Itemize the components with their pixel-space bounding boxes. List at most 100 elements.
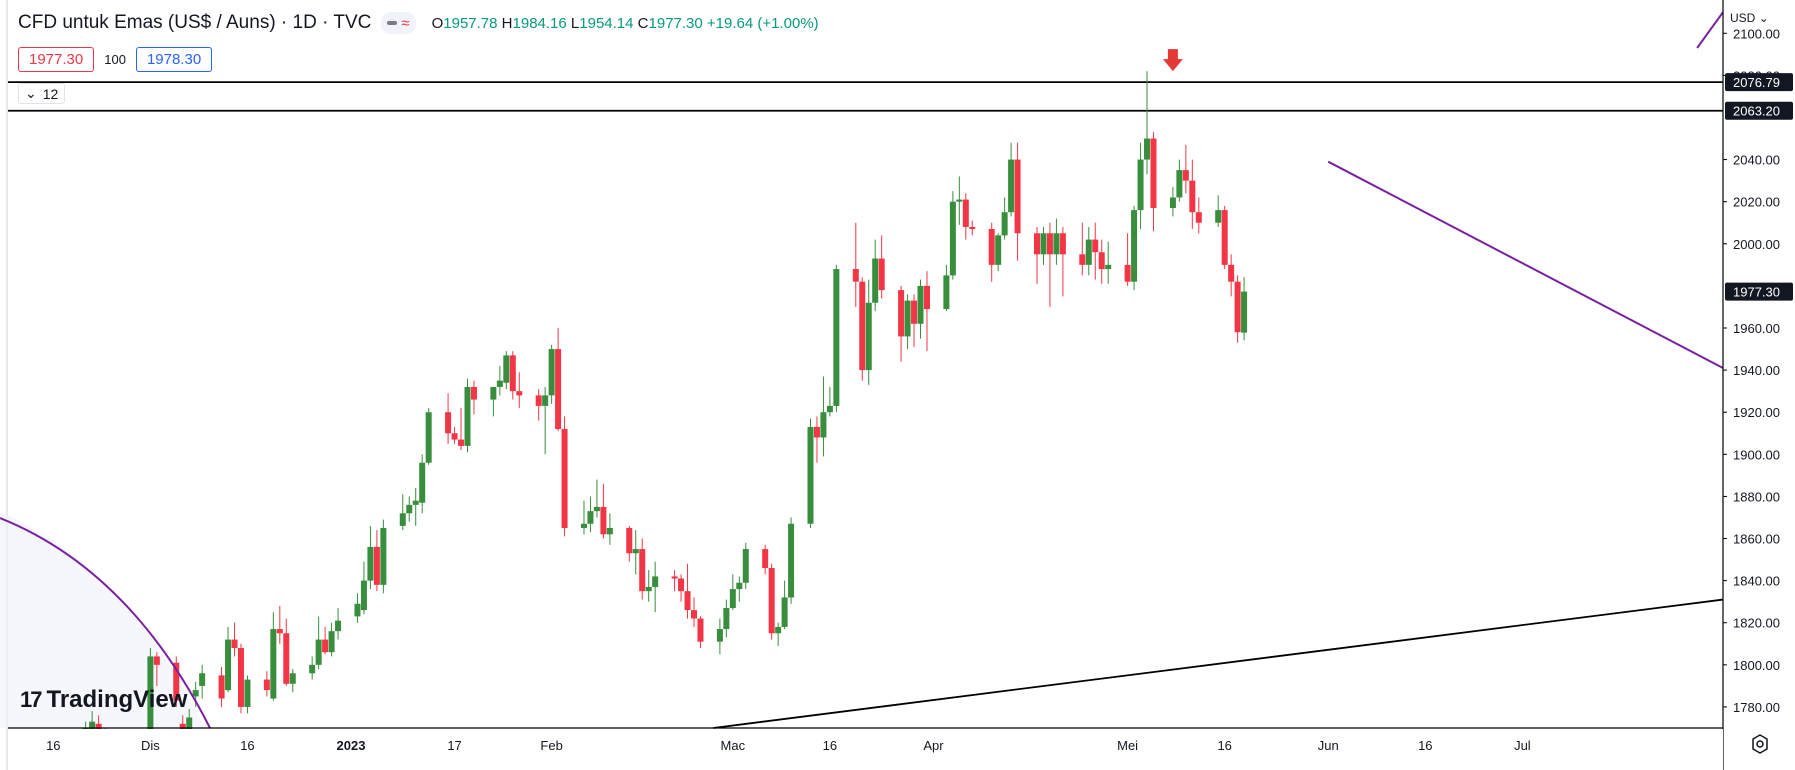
candle	[904, 300, 911, 337]
candle	[516, 391, 523, 396]
candle	[373, 546, 380, 585]
y-tick-label: 1960.00	[1733, 321, 1780, 336]
candle	[697, 618, 704, 642]
candle	[742, 549, 749, 583]
spread-value: 100	[104, 52, 126, 67]
candle	[244, 679, 251, 707]
candle	[768, 568, 775, 634]
settings-icon[interactable]	[1750, 734, 1770, 754]
purple-line	[1696, 11, 1724, 49]
candle	[833, 269, 840, 406]
symbol-title[interactable]: CFD untuk Emas (US$ / Auns) · 1D · TVC	[18, 12, 372, 33]
candle	[1001, 212, 1008, 236]
chevron-down-icon: ⌄	[1758, 11, 1769, 25]
candle	[1059, 233, 1066, 255]
candle	[898, 290, 905, 337]
candle	[555, 349, 562, 430]
indicator-chip[interactable]: ≈	[381, 12, 416, 34]
candle	[283, 633, 290, 684]
candle	[231, 639, 238, 648]
candle	[470, 386, 477, 400]
sell-button[interactable]: 1977.30	[18, 47, 95, 72]
candle	[270, 629, 277, 699]
candle	[425, 412, 432, 463]
candle	[988, 229, 995, 265]
purple-line	[1327, 160, 1724, 369]
candle	[1195, 212, 1202, 223]
candle	[949, 201, 956, 276]
legend-collapse-button[interactable]: ⌄ 12	[18, 83, 66, 104]
candle	[1228, 264, 1235, 282]
y-tick-label: 1880.00	[1733, 489, 1780, 504]
candle	[678, 578, 685, 592]
candle	[1008, 159, 1015, 213]
high-value: 1984.16	[512, 14, 567, 32]
candle	[225, 639, 232, 691]
x-tick-label: 16	[1418, 738, 1432, 753]
y-tick-label: 2020.00	[1733, 195, 1780, 210]
x-tick-label: Mac	[721, 738, 746, 753]
wave-icon[interactable]: ≈	[401, 14, 410, 32]
candle	[89, 721, 96, 733]
candle	[872, 258, 879, 303]
candle	[354, 603, 361, 617]
candle	[1144, 138, 1151, 160]
open-label: O	[431, 14, 444, 32]
purple-arc	[0, 517, 211, 729]
currency-menu[interactable]: USD ⌄	[1730, 11, 1769, 25]
collapse-count: 12	[42, 85, 59, 102]
y-tick-label: 1800.00	[1733, 658, 1780, 673]
candle	[1241, 291, 1248, 333]
candle	[826, 405, 833, 413]
candle	[1137, 159, 1144, 211]
x-tick-label: Jul	[1514, 738, 1531, 753]
candle	[684, 591, 691, 611]
price-axis	[1723, 0, 1795, 770]
hide-icon[interactable]	[387, 21, 398, 25]
low-label: L	[570, 14, 580, 32]
price-tag-label: 2063.20	[1733, 104, 1780, 119]
candle	[263, 679, 270, 691]
candle	[962, 199, 969, 227]
candle	[399, 513, 406, 526]
x-tick-label: 2023	[337, 738, 366, 753]
candle	[593, 506, 600, 512]
y-tick-label: 2040.00	[1733, 153, 1780, 168]
ohlc-legend: O1957.78 H1984.16 L1954.14 C1977.30 +19.…	[432, 15, 819, 32]
candle	[1215, 210, 1222, 223]
candle	[192, 690, 199, 697]
candle	[322, 639, 329, 653]
candle	[1221, 210, 1228, 265]
candle	[943, 275, 950, 310]
buy-button[interactable]: 1978.30	[135, 47, 213, 72]
symbol-header: CFD untuk Emas (US$ / Auns) · 1D · TVC ≈…	[18, 12, 819, 34]
price-tag-label: 1977.30	[1733, 285, 1780, 300]
open-value: 1957.78	[443, 14, 498, 32]
candle	[587, 511, 594, 524]
candle	[729, 589, 736, 608]
candle	[328, 631, 335, 653]
candle	[276, 629, 283, 634]
y-tick-label: 1780.00	[1733, 700, 1780, 715]
tradingview-logo[interactable]: 17 TradingView	[20, 686, 187, 714]
price-tag	[1725, 282, 1793, 301]
candle	[153, 656, 160, 665]
candle	[781, 597, 788, 627]
candle	[723, 608, 730, 630]
candle	[1040, 233, 1047, 255]
candle	[1092, 239, 1099, 253]
y-tick-label: 2100.00	[1733, 26, 1780, 41]
candle	[956, 199, 963, 202]
x-tick-label: 16	[46, 738, 60, 753]
chevron-down-icon: ⌄	[25, 85, 37, 101]
y-tick-label: 1840.00	[1733, 574, 1780, 589]
x-tick-label: Jun	[1318, 738, 1339, 753]
candle	[173, 662, 180, 701]
candle	[1182, 170, 1189, 181]
candle	[1131, 210, 1138, 282]
candle	[1079, 254, 1086, 265]
close-value: 1977.30	[648, 14, 703, 32]
candle	[969, 226, 976, 230]
